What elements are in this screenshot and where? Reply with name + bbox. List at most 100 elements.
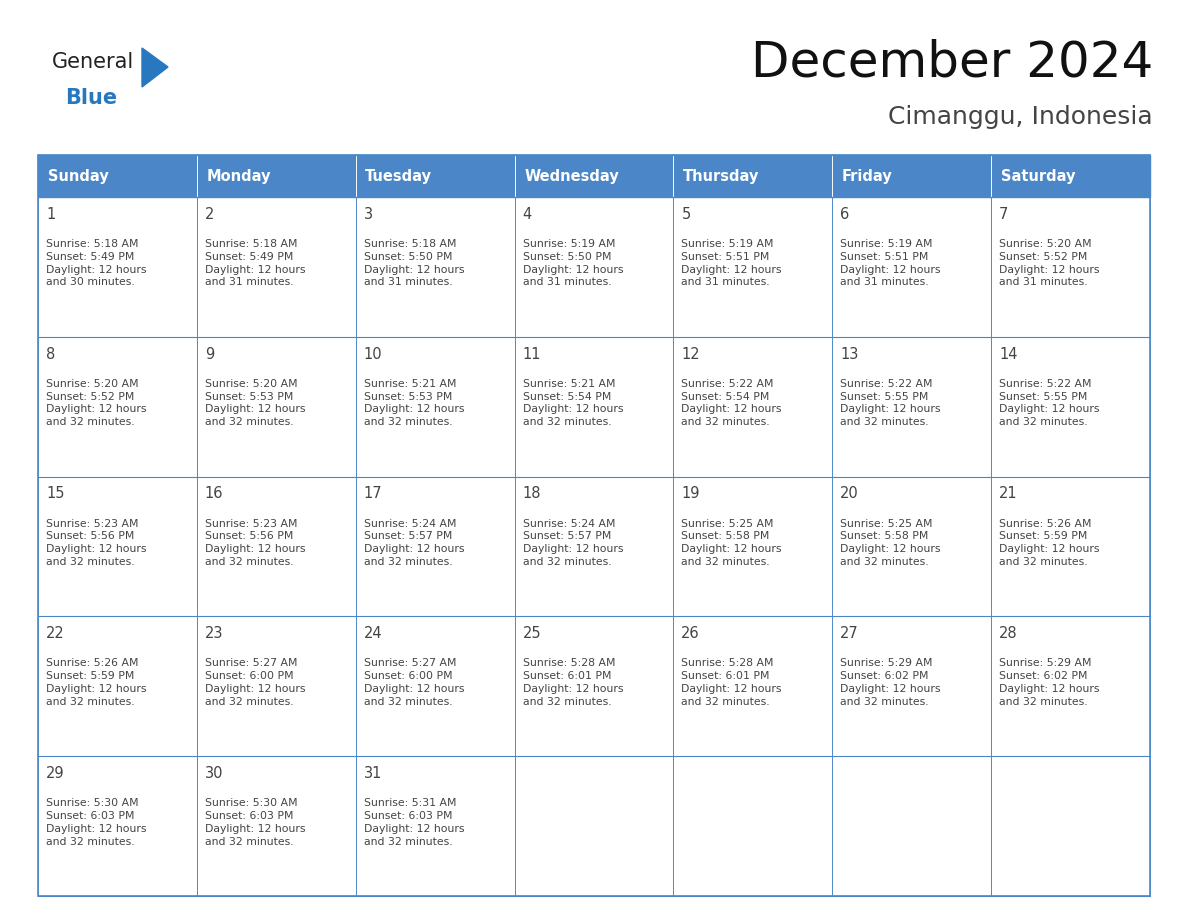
Bar xyxy=(355,616,514,756)
Bar xyxy=(197,476,355,616)
Text: 21: 21 xyxy=(999,487,1018,501)
Text: 14: 14 xyxy=(999,347,1018,362)
Bar xyxy=(674,476,833,616)
Text: Sunrise: 5:27 AM
Sunset: 6:00 PM
Daylight: 12 hours
and 32 minutes.: Sunrise: 5:27 AM Sunset: 6:00 PM Dayligh… xyxy=(204,658,305,707)
Text: Sunrise: 5:30 AM
Sunset: 6:03 PM
Daylight: 12 hours
and 32 minutes.: Sunrise: 5:30 AM Sunset: 6:03 PM Dayligh… xyxy=(204,798,305,846)
Bar xyxy=(991,337,1150,476)
Bar xyxy=(514,155,674,197)
Bar xyxy=(197,337,355,476)
Text: Sunrise: 5:18 AM
Sunset: 5:49 PM
Daylight: 12 hours
and 31 minutes.: Sunrise: 5:18 AM Sunset: 5:49 PM Dayligh… xyxy=(204,239,305,287)
Bar xyxy=(355,337,514,476)
Text: Sunrise: 5:21 AM
Sunset: 5:53 PM
Daylight: 12 hours
and 32 minutes.: Sunrise: 5:21 AM Sunset: 5:53 PM Dayligh… xyxy=(364,379,465,427)
Bar xyxy=(38,476,197,616)
Bar xyxy=(833,476,991,616)
Text: Sunrise: 5:24 AM
Sunset: 5:57 PM
Daylight: 12 hours
and 32 minutes.: Sunrise: 5:24 AM Sunset: 5:57 PM Dayligh… xyxy=(364,519,465,567)
Bar xyxy=(38,756,197,896)
Text: Sunrise: 5:22 AM
Sunset: 5:55 PM
Daylight: 12 hours
and 32 minutes.: Sunrise: 5:22 AM Sunset: 5:55 PM Dayligh… xyxy=(840,379,941,427)
Bar xyxy=(355,197,514,337)
Bar xyxy=(991,197,1150,337)
Bar xyxy=(991,155,1150,197)
Bar xyxy=(514,616,674,756)
Text: 11: 11 xyxy=(523,347,541,362)
Bar xyxy=(355,756,514,896)
Text: 27: 27 xyxy=(840,626,859,641)
Text: Sunrise: 5:26 AM
Sunset: 5:59 PM
Daylight: 12 hours
and 32 minutes.: Sunrise: 5:26 AM Sunset: 5:59 PM Dayligh… xyxy=(999,519,1100,567)
Text: 7: 7 xyxy=(999,207,1009,222)
Text: Monday: Monday xyxy=(207,169,271,184)
Text: 2: 2 xyxy=(204,207,214,222)
Polygon shape xyxy=(143,48,168,87)
Bar xyxy=(514,476,674,616)
Text: Saturday: Saturday xyxy=(1000,169,1075,184)
Text: 12: 12 xyxy=(682,347,700,362)
Bar xyxy=(38,155,1150,197)
Text: Sunrise: 5:30 AM
Sunset: 6:03 PM
Daylight: 12 hours
and 32 minutes.: Sunrise: 5:30 AM Sunset: 6:03 PM Dayligh… xyxy=(46,798,146,846)
Bar xyxy=(674,337,833,476)
Text: Sunday: Sunday xyxy=(48,169,108,184)
Bar xyxy=(833,155,991,197)
Bar xyxy=(197,155,355,197)
Text: Friday: Friday xyxy=(842,169,892,184)
Text: Sunrise: 5:29 AM
Sunset: 6:02 PM
Daylight: 12 hours
and 32 minutes.: Sunrise: 5:29 AM Sunset: 6:02 PM Dayligh… xyxy=(840,658,941,707)
Bar xyxy=(514,756,674,896)
Text: Sunrise: 5:20 AM
Sunset: 5:52 PM
Daylight: 12 hours
and 32 minutes.: Sunrise: 5:20 AM Sunset: 5:52 PM Dayligh… xyxy=(46,379,146,427)
Text: Thursday: Thursday xyxy=(683,169,759,184)
Text: 9: 9 xyxy=(204,347,214,362)
Text: Sunrise: 5:29 AM
Sunset: 6:02 PM
Daylight: 12 hours
and 32 minutes.: Sunrise: 5:29 AM Sunset: 6:02 PM Dayligh… xyxy=(999,658,1100,707)
Text: Sunrise: 5:28 AM
Sunset: 6:01 PM
Daylight: 12 hours
and 32 minutes.: Sunrise: 5:28 AM Sunset: 6:01 PM Dayligh… xyxy=(682,658,782,707)
Text: 4: 4 xyxy=(523,207,532,222)
Bar xyxy=(833,756,991,896)
Text: Sunrise: 5:18 AM
Sunset: 5:50 PM
Daylight: 12 hours
and 31 minutes.: Sunrise: 5:18 AM Sunset: 5:50 PM Dayligh… xyxy=(364,239,465,287)
Bar xyxy=(197,616,355,756)
Text: Sunrise: 5:19 AM
Sunset: 5:51 PM
Daylight: 12 hours
and 31 minutes.: Sunrise: 5:19 AM Sunset: 5:51 PM Dayligh… xyxy=(840,239,941,287)
Bar xyxy=(833,337,991,476)
Text: 31: 31 xyxy=(364,766,383,781)
Text: 8: 8 xyxy=(46,347,55,362)
Text: 1: 1 xyxy=(46,207,55,222)
Text: 17: 17 xyxy=(364,487,383,501)
Bar xyxy=(833,616,991,756)
Text: 16: 16 xyxy=(204,487,223,501)
Bar xyxy=(991,476,1150,616)
Text: 30: 30 xyxy=(204,766,223,781)
Text: 19: 19 xyxy=(682,487,700,501)
Text: 13: 13 xyxy=(840,347,859,362)
Text: Sunrise: 5:26 AM
Sunset: 5:59 PM
Daylight: 12 hours
and 32 minutes.: Sunrise: 5:26 AM Sunset: 5:59 PM Dayligh… xyxy=(46,658,146,707)
Text: Sunrise: 5:31 AM
Sunset: 6:03 PM
Daylight: 12 hours
and 32 minutes.: Sunrise: 5:31 AM Sunset: 6:03 PM Dayligh… xyxy=(364,798,465,846)
Bar xyxy=(674,756,833,896)
Bar xyxy=(674,197,833,337)
Text: Sunrise: 5:19 AM
Sunset: 5:50 PM
Daylight: 12 hours
and 31 minutes.: Sunrise: 5:19 AM Sunset: 5:50 PM Dayligh… xyxy=(523,239,623,287)
Text: 6: 6 xyxy=(840,207,849,222)
Bar xyxy=(991,756,1150,896)
Text: 3: 3 xyxy=(364,207,373,222)
Bar xyxy=(38,155,197,197)
Bar xyxy=(197,756,355,896)
Text: Sunrise: 5:20 AM
Sunset: 5:53 PM
Daylight: 12 hours
and 32 minutes.: Sunrise: 5:20 AM Sunset: 5:53 PM Dayligh… xyxy=(204,379,305,427)
Text: Sunrise: 5:21 AM
Sunset: 5:54 PM
Daylight: 12 hours
and 32 minutes.: Sunrise: 5:21 AM Sunset: 5:54 PM Dayligh… xyxy=(523,379,623,427)
Bar xyxy=(514,337,674,476)
Text: 18: 18 xyxy=(523,487,541,501)
Text: 5: 5 xyxy=(682,207,690,222)
Bar xyxy=(355,476,514,616)
Bar xyxy=(38,197,197,337)
Bar xyxy=(674,155,833,197)
Text: Sunrise: 5:24 AM
Sunset: 5:57 PM
Daylight: 12 hours
and 32 minutes.: Sunrise: 5:24 AM Sunset: 5:57 PM Dayligh… xyxy=(523,519,623,567)
Text: 10: 10 xyxy=(364,347,383,362)
Text: 23: 23 xyxy=(204,626,223,641)
Text: 28: 28 xyxy=(999,626,1018,641)
Text: Sunrise: 5:23 AM
Sunset: 5:56 PM
Daylight: 12 hours
and 32 minutes.: Sunrise: 5:23 AM Sunset: 5:56 PM Dayligh… xyxy=(204,519,305,567)
Text: Sunrise: 5:27 AM
Sunset: 6:00 PM
Daylight: 12 hours
and 32 minutes.: Sunrise: 5:27 AM Sunset: 6:00 PM Dayligh… xyxy=(364,658,465,707)
Text: Cimanggu, Indonesia: Cimanggu, Indonesia xyxy=(889,105,1154,129)
Text: 15: 15 xyxy=(46,487,64,501)
Text: 25: 25 xyxy=(523,626,542,641)
Text: Sunrise: 5:19 AM
Sunset: 5:51 PM
Daylight: 12 hours
and 31 minutes.: Sunrise: 5:19 AM Sunset: 5:51 PM Dayligh… xyxy=(682,239,782,287)
Bar xyxy=(674,616,833,756)
Text: Wednesday: Wednesday xyxy=(524,169,619,184)
Text: Tuesday: Tuesday xyxy=(365,169,432,184)
Bar xyxy=(38,616,197,756)
Bar xyxy=(355,155,514,197)
Bar xyxy=(833,197,991,337)
Text: Sunrise: 5:28 AM
Sunset: 6:01 PM
Daylight: 12 hours
and 32 minutes.: Sunrise: 5:28 AM Sunset: 6:01 PM Dayligh… xyxy=(523,658,623,707)
Text: Blue: Blue xyxy=(65,88,118,108)
Bar xyxy=(38,155,1150,896)
